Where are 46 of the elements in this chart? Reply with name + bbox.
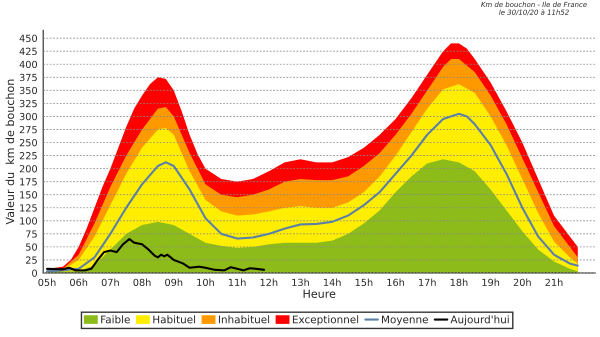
x-tick-label: 20h — [514, 278, 531, 286]
x-tick-label: 05h — [38, 278, 56, 286]
legend-label: Aujourd'hui — [450, 315, 509, 326]
x-tick-label: 13h — [292, 278, 309, 286]
y-tick-label: 225 — [20, 152, 37, 160]
x-axis-title: Heure — [304, 290, 336, 298]
y-tick-label: 275 — [20, 126, 37, 134]
x-tick-label: 16h — [387, 278, 404, 286]
x-tick-label: 12h — [260, 278, 278, 286]
y-tick-label: 350 — [20, 86, 37, 94]
x-tick-label: 17h — [419, 278, 436, 286]
y-tick-label: 100 — [20, 217, 37, 225]
y-tick-label: 325 — [20, 100, 37, 108]
x-tick-label: 18h — [450, 278, 468, 286]
y-tick-label: 400 — [20, 60, 37, 68]
x-tick-label: 07h — [102, 278, 119, 286]
x-tick-label: 11h — [228, 278, 246, 286]
line-series — [46, 112, 579, 272]
legend-label: Moyenne — [382, 316, 428, 326]
y-tick-label: 25 — [26, 256, 37, 264]
x-tick-label: 08h — [133, 278, 151, 286]
y-tick-label: 50 — [26, 243, 37, 251]
legend-label: Exceptionnel — [292, 315, 358, 326]
y-tick-label: 175 — [20, 178, 37, 186]
x-tick-label: 10h — [197, 278, 214, 286]
y-tick-label: 250 — [20, 138, 37, 146]
line-series — [46, 238, 266, 272]
y-tick-label: 375 — [20, 74, 37, 82]
x-tick-label: 14h — [324, 278, 341, 286]
y-tick-label: 300 — [20, 112, 37, 120]
y-tick-label: 450 — [20, 34, 37, 42]
y-tick-label: 125 — [20, 204, 37, 212]
x-tick-label: 21h — [545, 278, 562, 286]
y-tick-label: 0 — [32, 269, 37, 277]
x-tick-label: 06h — [70, 278, 88, 286]
x-tick-label: 09h — [165, 278, 182, 286]
y-tick-label: 425 — [20, 48, 37, 56]
legend-label: Faible — [101, 315, 130, 324]
y-tick-label: 150 — [20, 191, 37, 199]
x-tick-label: 15h — [356, 278, 372, 286]
y-axis-title: Valeur du km de bouchon — [6, 80, 14, 224]
x-tick-label: 19h — [482, 278, 500, 286]
y-tick-label: 200 — [20, 165, 37, 172]
legend-label: Inhabituel — [218, 315, 270, 324]
legend-label: Habituel — [153, 315, 196, 324]
y-tick-label: 75 — [26, 230, 37, 238]
